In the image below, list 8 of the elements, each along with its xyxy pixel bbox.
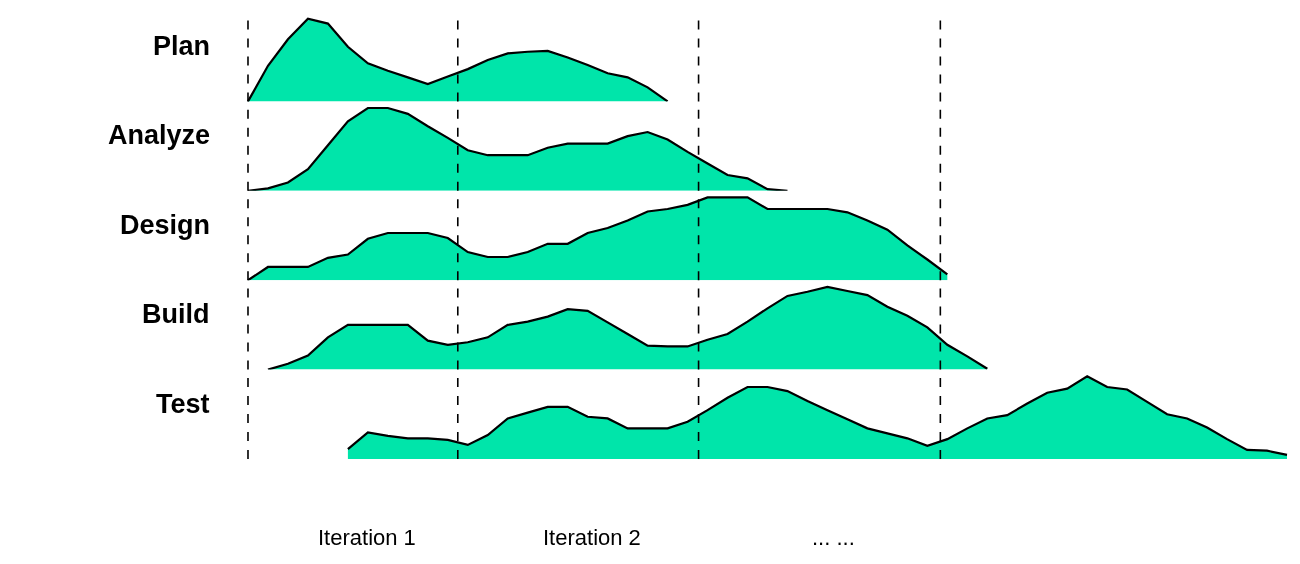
- text: Iteration 2: [543, 525, 641, 550]
- text: ... ...: [812, 525, 855, 550]
- text: Iteration 1: [318, 525, 416, 550]
- y-axis-title: Analyze: [108, 120, 211, 150]
- y-axis-title: Build: [142, 299, 210, 329]
- y-axis-title: Plan: [153, 31, 211, 61]
- y-axis-title: Design: [120, 210, 211, 240]
- y-axis-title: Test: [156, 389, 210, 419]
